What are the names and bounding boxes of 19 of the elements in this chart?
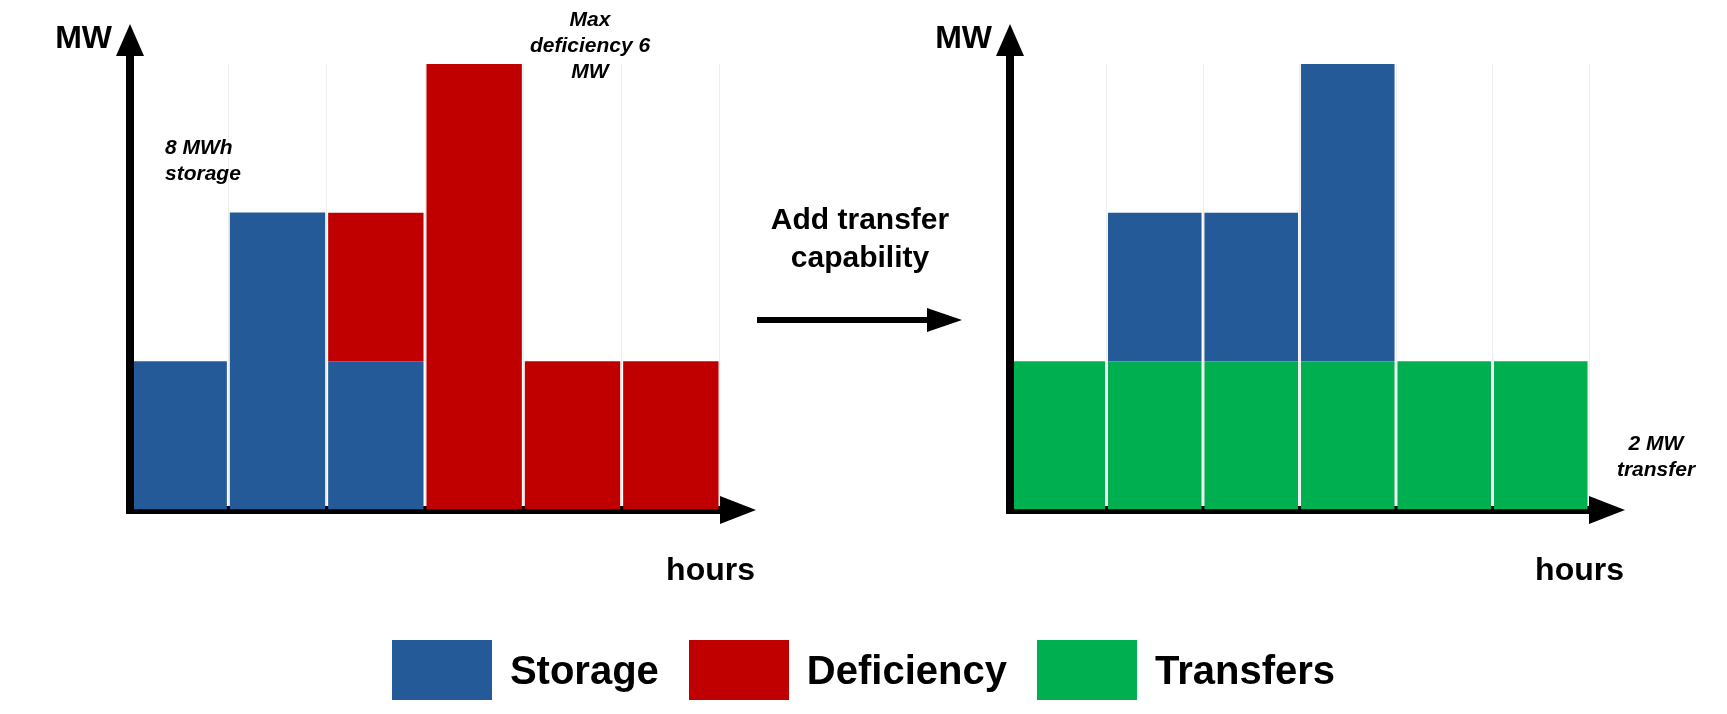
bar xyxy=(131,361,227,510)
text: Add transfer capability xyxy=(769,201,951,275)
text: 2 MW transfer xyxy=(1615,429,1697,482)
y-axis-title: MW xyxy=(571,59,609,82)
x-axis-title: hours xyxy=(666,551,755,588)
bar xyxy=(623,361,719,510)
bar xyxy=(229,212,326,510)
y-axis-title: MW xyxy=(935,18,993,55)
text: MW xyxy=(55,18,112,55)
annotation: 8 MWh storage xyxy=(165,134,242,186)
bar xyxy=(426,64,522,510)
bar xyxy=(328,361,424,510)
legend-label: Transfers xyxy=(1154,647,1336,693)
legend-label: Deficiency xyxy=(806,647,1007,693)
bar xyxy=(328,212,424,362)
bar xyxy=(524,361,621,510)
x-axis-title: hours xyxy=(1535,551,1624,588)
text: Max deficiency 6 xyxy=(529,7,651,56)
legend-label: Storage xyxy=(509,647,659,693)
